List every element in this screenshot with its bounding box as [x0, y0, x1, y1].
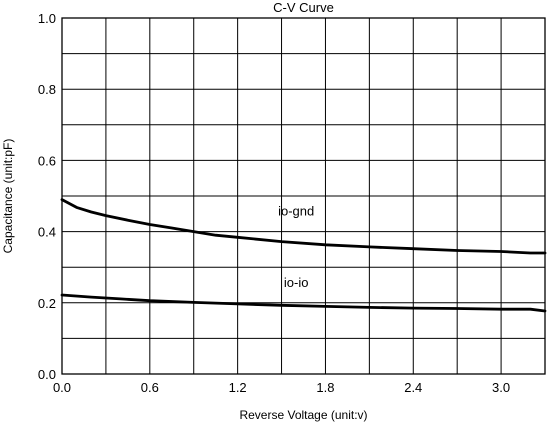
series-line-io-gnd	[60, 198, 547, 255]
y-tick-label: 0.6	[38, 153, 56, 168]
grid	[62, 18, 545, 374]
x-tick-label: 1.8	[316, 380, 334, 395]
y-axis-label: Capacitance (unit:pF)	[1, 139, 15, 254]
x-axis-label: Reverse Voltage (unit:v)	[239, 408, 367, 422]
x-tick-label: 3.0	[492, 380, 510, 395]
annotations: io-gnd io-io	[278, 204, 314, 290]
chart-title: C-V Curve	[273, 0, 334, 15]
tick-labels: 0.0 0.6 1.2 1.8 2.4 3.0 0.0 0.2 0.4 0.6 0.8 1.0	[38, 11, 510, 395]
series-annotation: io-io	[284, 275, 309, 290]
y-tick-label: 0.4	[38, 225, 56, 240]
y-tick-label: 0.2	[38, 296, 56, 311]
y-tick-label: 1.0	[38, 11, 56, 26]
x-tick-label: 0.6	[141, 380, 159, 395]
series-annotation: io-gnd	[278, 204, 314, 219]
x-tick-label: 1.2	[229, 380, 247, 395]
plot-frame	[61, 17, 546, 375]
y-tick-label: 0.0	[38, 367, 56, 382]
series-line-io-io	[60, 293, 547, 313]
series	[60, 198, 547, 313]
x-tick-label: 2.4	[404, 380, 422, 395]
x-tick-label: 0.0	[53, 380, 71, 395]
y-tick-label: 0.8	[38, 82, 56, 97]
